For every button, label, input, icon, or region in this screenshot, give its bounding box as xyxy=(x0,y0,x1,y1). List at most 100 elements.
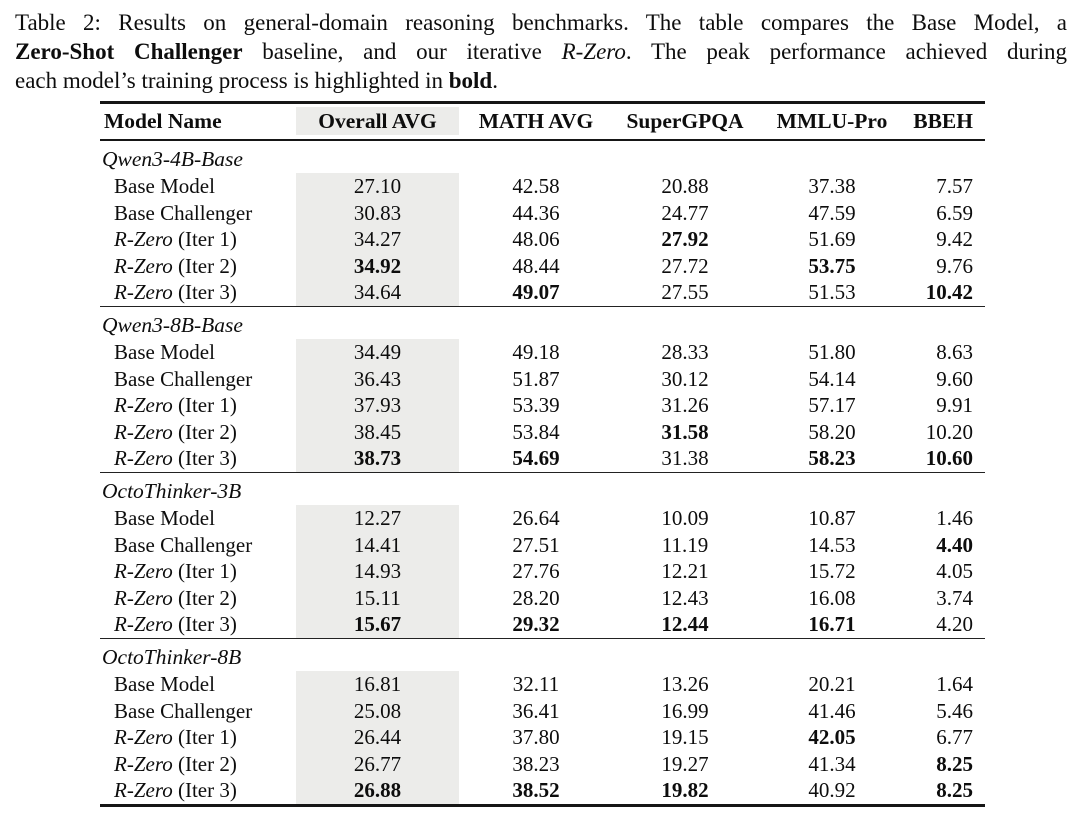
score-cell: 42.05 xyxy=(808,725,856,750)
table-row: R-Zero (Iter 1) 26.44 37.80 19.15 42.05 6.77 xyxy=(100,724,985,751)
score-cell: 48.44 xyxy=(512,253,560,278)
score-cell: 4.20 xyxy=(936,612,973,637)
model-name-em: R-Zero xyxy=(114,253,173,278)
score-cell: 25.08 xyxy=(290,697,465,725)
model-name-cell: R-Zero (Iter 2) xyxy=(100,253,290,280)
table-row: R-Zero (Iter 3) 15.67 29.32 12.44 16.71 4.20 xyxy=(100,611,985,639)
score-cell: 19.27 xyxy=(661,751,709,776)
model-name-em: R-Zero xyxy=(114,725,173,750)
score-cell: 31.26 xyxy=(661,393,709,418)
group-name-row: OctoThinker-8B xyxy=(100,637,985,671)
score-cell: 51.87 xyxy=(512,366,560,391)
model-name-cell: R-Zero (Iter 1) xyxy=(100,392,290,419)
caption-text: each model’s training process is highlig… xyxy=(15,68,449,93)
score-cell: 27.51 xyxy=(512,532,560,557)
col-header-math-avg: MATH AVG xyxy=(465,101,607,141)
model-name-em: R-Zero xyxy=(114,419,173,444)
score-cell: 19.15 xyxy=(661,725,709,750)
score-cell: 27.10 xyxy=(290,173,465,200)
score-cell: 16.99 xyxy=(661,698,709,723)
score-cell: 15.11 xyxy=(290,584,465,612)
score-cell: 53.75 xyxy=(808,253,856,278)
score-cell: 51.80 xyxy=(808,339,856,364)
score-cell: 14.53 xyxy=(808,532,856,557)
model-name-cell: R-Zero (Iter 1) xyxy=(100,724,290,751)
model-name-label: Base Model xyxy=(114,174,215,198)
score-cell: 26.88 xyxy=(290,777,465,806)
model-name-em: R-Zero xyxy=(114,227,173,252)
table-row: R-Zero (Iter 2) 34.92 48.44 27.72 53.75 9.76 xyxy=(100,252,985,280)
table-row: Base Challenger 14.41 27.51 11.19 14.53 4.40 xyxy=(100,531,985,559)
model-name-cell: R-Zero (Iter 1) xyxy=(100,226,290,253)
score-cell: 3.74 xyxy=(936,585,973,610)
score-cell: 51.69 xyxy=(808,227,856,252)
caption-text: . xyxy=(492,68,498,93)
score-cell: 20.88 xyxy=(661,174,709,198)
score-cell: 38.23 xyxy=(512,751,560,776)
score-cell: 1.64 xyxy=(936,671,973,696)
score-cell: 11.19 xyxy=(661,532,709,557)
model-name-label: Base Challenger xyxy=(114,532,253,557)
score-cell: 12.27 xyxy=(290,504,465,532)
table-row: R-Zero (Iter 3) 26.88 38.52 19.82 40.92 8.25 xyxy=(100,777,985,806)
model-name-cell: R-Zero (Iter 3) xyxy=(100,611,290,638)
score-cell: 38.52 xyxy=(512,778,560,803)
score-cell: 30.12 xyxy=(661,366,709,391)
score-cell: 14.93 xyxy=(290,558,465,585)
group-name-row: Qwen3-4B-Base xyxy=(100,140,985,173)
table-row: Base Challenger 25.08 36.41 16.99 41.46 5.46 xyxy=(100,697,985,725)
score-cell: 27.76 xyxy=(512,559,560,584)
group-name: Qwen3-4B-Base xyxy=(102,147,243,171)
model-name-label: (Iter 2) xyxy=(172,751,237,776)
paper-table-figure: Table 2: Results on general-domain reaso… xyxy=(15,8,1067,807)
model-name-em: R-Zero xyxy=(114,280,173,305)
model-name-cell: Base Challenger xyxy=(100,698,290,725)
score-cell: 44.36 xyxy=(512,200,560,225)
model-name-em: R-Zero xyxy=(114,612,173,637)
table-row: Base Challenger 36.43 51.87 30.12 54.14 9.60 xyxy=(100,365,985,393)
model-name-em: R-Zero xyxy=(114,446,173,471)
col-header-supergpqa: SuperGPQA xyxy=(607,101,763,141)
model-name-cell: R-Zero (Iter 3) xyxy=(100,777,290,805)
score-cell: 57.17 xyxy=(808,393,856,418)
col-header-model-name: Model Name xyxy=(100,101,290,141)
model-name-em: R-Zero xyxy=(114,559,173,584)
score-cell: 26.64 xyxy=(512,505,560,530)
score-cell: 38.45 xyxy=(290,418,465,446)
model-name-label: Base Model xyxy=(114,339,215,364)
score-cell: 6.59 xyxy=(936,200,973,225)
model-name-label: (Iter 1) xyxy=(172,393,237,418)
score-cell: 5.46 xyxy=(936,698,973,723)
score-cell: 54.14 xyxy=(808,366,856,391)
model-name-label: Base Model xyxy=(114,671,215,696)
table-row: R-Zero (Iter 3) 38.73 54.69 31.38 58.23 10.60 xyxy=(100,445,985,473)
model-name-cell: Base Model xyxy=(100,671,290,698)
col-header-overall-avg: Overall AVG xyxy=(290,101,465,141)
score-cell: 47.59 xyxy=(808,200,856,225)
score-cell: 34.49 xyxy=(290,338,465,366)
score-cell: 8.25 xyxy=(936,778,973,803)
score-cell: 16.81 xyxy=(290,670,465,698)
score-cell: 16.71 xyxy=(808,612,856,637)
group-name: OctoThinker-8B xyxy=(100,637,985,671)
table-header: Model Name Overall AVG MATH AVG SuperGPQ… xyxy=(100,101,985,141)
table-row: R-Zero (Iter 1) 34.27 48.06 27.92 51.69 9.42 xyxy=(100,226,985,253)
score-cell: 9.60 xyxy=(936,366,973,391)
score-cell: 4.40 xyxy=(936,532,973,557)
model-name-cell: Base Model xyxy=(100,173,290,200)
score-cell: 8.63 xyxy=(936,339,973,364)
caption-line-1: Table 2: Results on general-domain reaso… xyxy=(15,8,1067,37)
score-cell: 34.92 xyxy=(290,252,465,280)
score-cell: 12.44 xyxy=(661,612,709,637)
caption-bold-zero-shot-challenger: Zero-Shot Challenger xyxy=(15,39,243,64)
score-cell: 37.80 xyxy=(512,725,560,750)
score-cell: 27.92 xyxy=(661,227,709,252)
model-name-label: Base Challenger xyxy=(114,366,253,391)
score-cell: 51.53 xyxy=(808,280,856,305)
model-name-label: (Iter 1) xyxy=(172,559,237,584)
score-cell: 13.26 xyxy=(661,671,709,696)
score-cell: 32.11 xyxy=(512,671,560,696)
table-body: Qwen3-4B-Base Base Model 27.10 42.58 20.88 37… xyxy=(100,140,985,806)
score-cell: 10.60 xyxy=(925,446,973,471)
score-cell: 26.44 xyxy=(290,724,465,751)
